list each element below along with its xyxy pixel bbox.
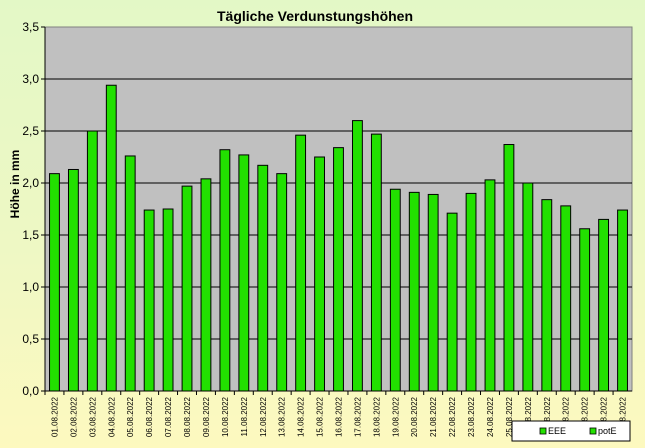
x-tick-label: 10.08.2022 (221, 396, 230, 437)
y-tick-label: 2,5 (22, 124, 39, 138)
x-tick-label: 18.08.2022 (372, 396, 381, 437)
x-tick-label: 16.08.2022 (335, 396, 344, 437)
legend-swatch (589, 427, 597, 435)
bar (314, 156, 325, 392)
bar (257, 164, 269, 392)
bar (238, 154, 250, 392)
bar (86, 130, 98, 392)
legend: EEE potE (511, 420, 631, 442)
bar (181, 185, 193, 392)
x-tick-label: 04.08.2022 (107, 396, 116, 437)
legend-box (511, 420, 631, 442)
y-tick-label: 1,5 (22, 228, 39, 242)
y-tick-label: 0,5 (22, 332, 39, 346)
bar (427, 193, 439, 392)
bar (143, 209, 155, 392)
x-tick-label: 21.08.2022 (429, 396, 438, 437)
x-tick-label: 17.08.2022 (353, 396, 362, 437)
x-tick-label: 15.08.2022 (316, 396, 325, 437)
x-tick-label: 25.08.2022 (505, 396, 514, 437)
bar (219, 149, 231, 392)
x-tick-label: 29.08.2022 (581, 396, 590, 437)
y-tick-label: 1,0 (22, 280, 39, 294)
bar (105, 84, 117, 392)
bar (617, 209, 628, 392)
x-tick-label: 08.08.2022 (183, 396, 192, 437)
legend-swatch (539, 427, 547, 435)
bar (598, 218, 610, 392)
bar (162, 208, 174, 392)
bar (295, 134, 307, 392)
bar (276, 173, 288, 392)
x-tick-label: 30.08.2022 (600, 396, 609, 437)
y-tick-label: 3,5 (22, 20, 39, 34)
bar (352, 120, 363, 392)
x-tick-label: 20.08.2022 (410, 396, 419, 437)
bar (67, 168, 79, 392)
x-axis: 01.08.2022 02.08.2022 03.08.2022 04.08.2022… (44, 390, 632, 437)
bar (124, 155, 136, 392)
bar (465, 192, 477, 392)
gridlines (45, 78, 632, 340)
x-tick-label: 23.08.2022 (467, 396, 476, 437)
x-tick-label: 12.08.2022 (259, 396, 268, 437)
y-tick-label: 2,0 (22, 176, 39, 190)
bar (446, 212, 458, 392)
legend-label: potE (598, 426, 617, 436)
x-tick-label: 05.08.2022 (126, 396, 135, 437)
y-tick-label: 0,0 (22, 384, 39, 398)
bar (200, 178, 212, 392)
x-tick-label: 31.08.2022 (619, 396, 628, 437)
x-tick-label: 24.08.2022 (486, 396, 495, 437)
x-tick-label: 11.08.2022 (240, 396, 249, 436)
bar (503, 144, 515, 392)
x-tick-label: 19.08.2022 (391, 396, 400, 437)
x-tick-label: 13.08.2022 (278, 396, 287, 437)
chart-title: Tägliche Verdunstungshöhen (217, 8, 413, 24)
bar (408, 191, 420, 392)
bar (370, 133, 382, 392)
bar (389, 188, 401, 392)
bar (333, 147, 344, 392)
x-tick-label: 03.08.2022 (88, 396, 97, 437)
x-tick-label: 28.08.2022 (562, 396, 571, 437)
legend-label: EEE (548, 426, 566, 436)
x-tick-label: 22.08.2022 (448, 396, 457, 437)
x-tick-label: 27.08.2022 (543, 396, 552, 437)
x-tick-label: 01.08.2022 (50, 396, 59, 437)
x-tick-label: 02.08.2022 (69, 396, 78, 437)
bar (484, 179, 496, 392)
bars (49, 84, 628, 392)
bar (560, 205, 572, 392)
y-axis: 0,0 0,5 1,0 1,5 2,0 2,5 3,0 3,5 (22, 20, 46, 398)
x-tick-label: 26.08.2022 (524, 396, 533, 437)
x-tick-label: 06.08.2022 (145, 396, 154, 437)
bar (49, 173, 60, 392)
bar (522, 182, 534, 392)
x-tick-label: 14.08.2022 (297, 396, 306, 437)
x-tick-label: 09.08.2022 (202, 396, 211, 437)
bar (541, 199, 553, 392)
x-tick-label: 07.08.2022 (164, 396, 173, 437)
y-tick-label: 3,0 (22, 72, 39, 86)
y-axis-label: Höhe in mm (8, 150, 22, 219)
bar (579, 228, 591, 392)
